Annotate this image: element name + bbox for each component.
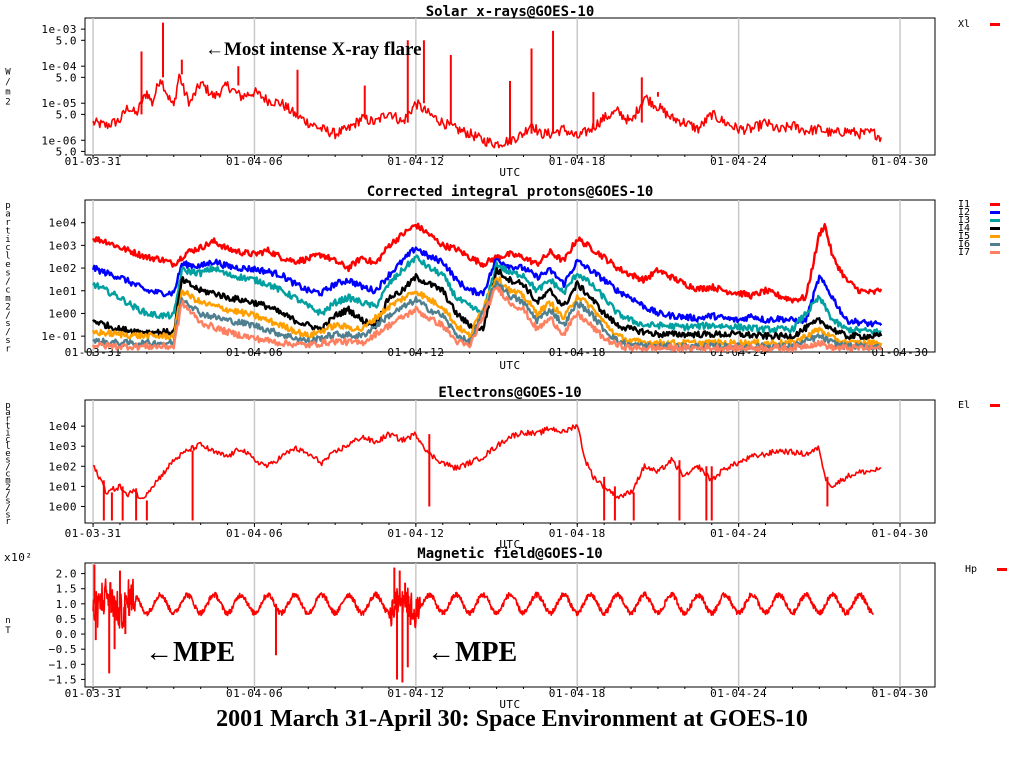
legend-label: I2 [958, 207, 970, 218]
series-line-I2 [91, 246, 883, 328]
panel-title: Magnetic field@GOES-10 [417, 546, 602, 562]
series-line-El [93, 424, 882, 500]
y-tick-label: 5.0 [56, 145, 77, 158]
series-line-I1 [92, 222, 883, 304]
x-axis-label: UTC [499, 166, 520, 179]
panel-4: Magnetic field@GOES-10 01-03-31 01-04-06 01… [4, 546, 1007, 711]
series-line-I7 [91, 285, 883, 353]
x-tick-label: 01-04-06 [226, 155, 283, 168]
legend-label: Hp [965, 564, 977, 575]
legend-label: I1 [958, 199, 970, 210]
y-tick-label: 2.0 [56, 568, 77, 581]
panel-title: Solar x-rays@GOES-10 [426, 4, 595, 20]
panel-title: Corrected integral protons@GOES-10 [367, 184, 654, 200]
x-tick-label: 01-04-24 [710, 527, 767, 540]
y-tick-label: 1.0 [56, 598, 77, 611]
y-tick-label: 1e04 [49, 420, 78, 433]
x-tick-label: 01-04-30 [872, 527, 929, 540]
x-tick-label: 01-04-30 [872, 155, 929, 168]
legend-swatch [990, 243, 1000, 246]
legend-swatch [990, 203, 1000, 206]
y-tick-label: −1.0 [49, 658, 78, 671]
plot-frame [84, 199, 936, 353]
y-tick-label: 1e-01 [41, 330, 77, 343]
legend-label: I6 [958, 239, 970, 250]
x-tick-label: 01-04-12 [387, 155, 444, 168]
mpe-annotation-2: ←MPE [427, 637, 517, 668]
x-tick-label: 01-04-18 [549, 155, 606, 168]
series-line-Hp [92, 578, 874, 629]
y-tick-label: 1e-05 [41, 97, 77, 110]
y-scale-label: x10² [4, 551, 33, 564]
panel-2: Corrected integral protons@GOES-1001-03-… [5, 184, 1000, 372]
xray-flare-annotation: ←Most intense X-ray flare [205, 39, 422, 60]
figure-caption: 2001 March 31-April 30: Space Environmen… [216, 706, 808, 732]
y-tick-label: −0.5 [49, 643, 78, 656]
x-tick-label: 01-03-31 [65, 687, 122, 700]
y-tick-label: 1e04 [49, 217, 78, 230]
y-tick-label: 1e-04 [41, 60, 77, 73]
y-axis-label: W / m 2 [5, 68, 11, 108]
panel-3: Electrons@GOES-10 01-03-31 01-04-06 01-04-1… [5, 385, 1000, 551]
mpe-annotation-1: ←MPE [145, 637, 235, 668]
x-tick-label: 01-04-06 [226, 687, 283, 700]
y-tick-label: −1.5 [49, 673, 78, 686]
series-line-Xl [92, 73, 882, 149]
y-tick-label: 1e01 [49, 480, 78, 493]
x-axis-label: UTC [499, 538, 520, 551]
x-tick-label: 01-04-06 [226, 527, 283, 540]
y-tick-label: 1e00 [49, 307, 78, 320]
x-tick-label: 01-03-31 [65, 527, 122, 540]
plot-frame [84, 562, 936, 688]
x-tick-label: 01-04-30 [872, 687, 929, 700]
x-axis-label: UTC [499, 698, 520, 711]
y-tick-label: 1e00 [49, 500, 78, 513]
legend-swatch [990, 211, 1000, 214]
series-line-I4 [92, 267, 883, 341]
y-axis-label: p a r t i c l e s / c m 2/s / s r [5, 401, 11, 527]
y-tick-label: 1.5 [56, 583, 77, 596]
x-tick-label: 01-04-24 [710, 687, 767, 700]
y-tick-label: 1e-03 [41, 23, 77, 36]
legend-swatch [990, 251, 1000, 254]
legend-label: Xl [958, 19, 970, 30]
panel-1: Solar x-rays@GOES-10 01-03-31 01-04-06 01-0… [5, 4, 1000, 179]
plot-frame [84, 399, 936, 524]
y-tick-label: 5.0 [56, 108, 77, 121]
legend-swatch [990, 227, 1000, 230]
x-axis-label: UTC [499, 359, 520, 372]
x-tick-label: 01-04-18 [549, 527, 606, 540]
y-tick-label: 0.0 [56, 628, 77, 641]
legend-label: I4 [958, 223, 970, 234]
y-tick-label: 1e02 [49, 262, 78, 275]
legend-swatch [990, 404, 1000, 407]
x-tick-label: 01-04-18 [549, 687, 606, 700]
y-tick-label: 1e01 [49, 285, 78, 298]
y-axis-label: p a r t i c l e s / c m 2/s / s r [5, 201, 11, 355]
x-tick-label: 01-04-24 [710, 155, 767, 168]
y-tick-label: 1e03 [49, 239, 78, 252]
legend-swatch [990, 219, 1000, 222]
legend-label: I7 [958, 247, 970, 258]
legend-swatch [990, 23, 1000, 26]
y-tick-label: 1e03 [49, 440, 78, 453]
x-tick-label: 01-04-12 [387, 687, 444, 700]
y-tick-label: 5.0 [56, 34, 77, 47]
x-tick-label: 01-04-12 [387, 527, 444, 540]
legend-label: I3 [958, 215, 970, 226]
y-tick-label: 5.0 [56, 71, 77, 84]
panel-title: Electrons@GOES-10 [438, 385, 581, 401]
y-tick-label: 1e02 [49, 460, 78, 473]
legend-label: I5 [958, 231, 970, 242]
legend-label: El [958, 400, 970, 411]
legend-swatch [997, 568, 1007, 571]
y-tick-label: 1e-06 [41, 134, 77, 147]
legend-swatch [990, 235, 1000, 238]
x-tick-label: 01-03-31 [65, 155, 122, 168]
y-tick-label: 0.5 [56, 613, 77, 626]
